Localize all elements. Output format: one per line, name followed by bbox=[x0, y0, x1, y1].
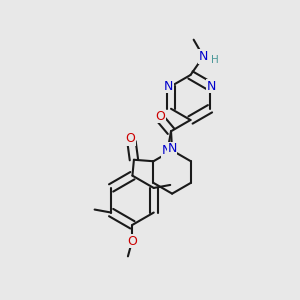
Text: N: N bbox=[167, 142, 177, 155]
Text: N: N bbox=[207, 80, 216, 93]
Text: H: H bbox=[211, 55, 219, 65]
Text: N: N bbox=[161, 144, 171, 157]
Text: N: N bbox=[199, 50, 208, 63]
Text: O: O bbox=[155, 110, 165, 123]
Text: O: O bbox=[128, 235, 137, 248]
Text: N: N bbox=[164, 80, 173, 93]
Text: O: O bbox=[125, 132, 135, 145]
